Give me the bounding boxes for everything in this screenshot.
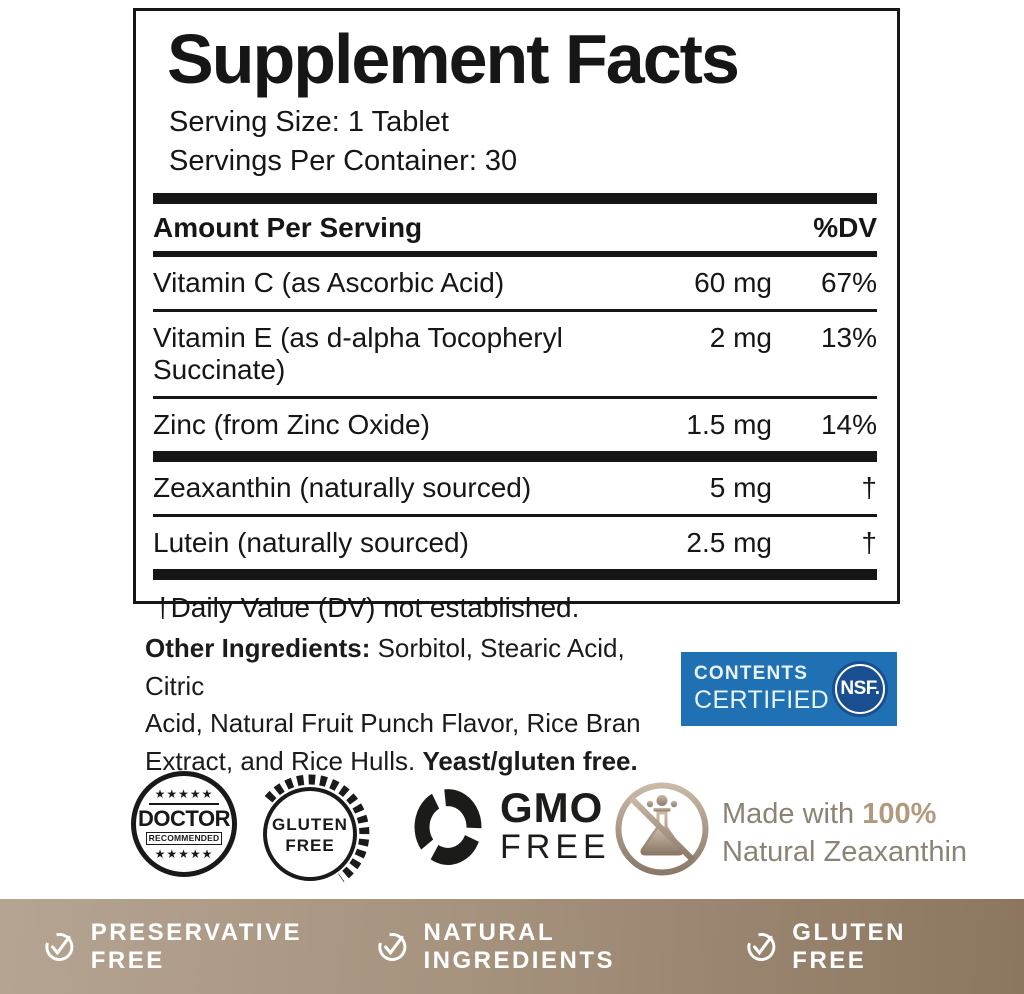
doctor-recommended-badge: ★★★★★ DOCTOR RECOMMENDED ★★★★★ <box>131 771 237 877</box>
free-label: FREE <box>285 836 334 855</box>
nsf-badge-text: CONTENTS CERTIFIED <box>694 662 830 714</box>
nsf-certified-badge: CONTENTS CERTIFIED NSF. <box>681 652 897 726</box>
nutrient-name: Vitamin E (as d-alpha Tocopheryl Succina… <box>153 322 563 386</box>
other-ingredients-line1: Sorbitol, Stearic Acid, Citric <box>145 633 625 701</box>
other-ingredients-line3: Extract, and Rice Hulls. <box>145 745 423 776</box>
gmo-free-text: GMO FREE <box>500 787 611 866</box>
nutrient-amount: 2 mg <box>709 322 772 354</box>
made-with-label: Made with <box>722 798 863 830</box>
doctor-label: DOCTOR <box>138 806 230 832</box>
claim-label: GLUTEN FREE <box>792 918 906 974</box>
nsf-logo-icon: NSF. <box>832 661 888 717</box>
nutrient-name: Zeaxanthin (naturally sourced) <box>153 472 532 504</box>
check-circle-icon <box>45 932 74 961</box>
natural-zeaxanthin-text: Made with 100% Natural Zeaxanthin <box>722 795 967 871</box>
recommended-label: RECOMMENDED <box>145 832 223 845</box>
table-header-row: Amount Per Serving %DV <box>153 204 877 258</box>
claim-label: NATURAL INGREDIENTS <box>423 918 615 974</box>
gmo-free-leaf-icon <box>414 789 482 865</box>
nutrient-amount: 5 mg <box>709 472 772 504</box>
no-chemicals-flask-icon <box>615 782 709 876</box>
claim-gluten-free: GLUTEN FREE <box>744 919 982 975</box>
stars-bottom-icon: ★★★★★ <box>154 846 214 861</box>
claim-preservative-free: PRESERVATIVE FREE <box>42 919 375 975</box>
table-row: Vitamin C (as Ascorbic Acid) 60 mg 67% <box>153 257 877 313</box>
gluten-label: GLUTEN <box>272 815 348 834</box>
nutrient-amount: 60 mg <box>694 267 772 299</box>
nutrient-dv: † <box>861 472 877 504</box>
claim-label: PRESERVATIVE FREE <box>90 918 303 974</box>
nutrient-amount: 2.5 mg <box>686 527 772 559</box>
nutrient-dv: † <box>861 527 877 559</box>
table-top-rule <box>153 193 877 205</box>
table-row: Zeaxanthin (naturally sourced) 5 mg † <box>153 462 877 518</box>
nutrient-name: Zinc (from Zinc Oxide) <box>153 409 430 441</box>
hundred-percent-label: 100% <box>862 798 937 830</box>
bottom-claims-bar: PRESERVATIVE FREE NATURAL INGREDIENTS GL… <box>0 899 1024 994</box>
panel-title: Supplement Facts <box>167 20 740 98</box>
nutrient-name: Vitamin C (as Ascorbic Acid) <box>153 267 505 299</box>
yeast-gluten-free-note: Yeast/gluten free. <box>422 745 638 776</box>
other-ingredients-line2: Acid, Natural Fruit Punch Flavor, Rice B… <box>145 708 641 738</box>
check-circle-icon <box>746 932 775 961</box>
gmo-label: GMO <box>500 784 604 832</box>
nsf-certified-label: CERTIFIED <box>694 685 830 714</box>
divider <box>149 803 219 806</box>
nutrient-amount: 1.5 mg <box>686 409 772 441</box>
nutrient-name: Lutein (naturally sourced) <box>153 527 469 559</box>
table-row: Zinc (from Zinc Oxide) 1.5 mg 14% <box>153 399 877 463</box>
natural-zeaxanthin-label: Natural Zeaxanthin <box>722 836 968 868</box>
stars-top-icon: ★★★★★ <box>154 787 214 802</box>
gmo-free-stamp: GMO FREE <box>412 786 611 868</box>
table-row: Vitamin E (as d-alpha Tocopheryl Succina… <box>153 312 877 400</box>
header-amount-per-serving: Amount Per Serving <box>153 212 423 244</box>
serving-size: Serving Size: 1 Tablet <box>169 106 449 139</box>
gmo-free-label: FREE <box>500 828 611 867</box>
table-row: Lutein (naturally sourced) 2.5 mg † <box>153 517 877 581</box>
nsf-contents-label: CONTENTS <box>694 662 809 684</box>
header-percent-dv: %DV <box>813 212 877 244</box>
nutrient-dv: 13% <box>820 322 877 354</box>
nutrient-dv: 67% <box>820 267 877 299</box>
dv-footnote: †Daily Value (DV) not established. <box>155 592 580 624</box>
supplement-facts-panel: Supplement Facts Serving Size: 1 Tablet … <box>133 8 900 623</box>
servings-per-container: Servings Per Container: 30 <box>169 145 518 178</box>
other-ingredients-label: Other Ingredients: <box>145 633 371 663</box>
other-ingredients: Other Ingredients: Sorbitol, Stearic Aci… <box>145 630 685 780</box>
made-with-line: Made with 100% <box>722 795 967 833</box>
check-circle-icon <box>378 932 407 961</box>
gluten-free-wreath-icon: GLUTEN FREE <box>263 774 370 883</box>
nutrient-dv: 14% <box>820 409 877 441</box>
nsf-logo-text: NSF. <box>840 678 880 699</box>
claim-natural-ingredients: NATURAL INGREDIENTS <box>375 919 744 975</box>
